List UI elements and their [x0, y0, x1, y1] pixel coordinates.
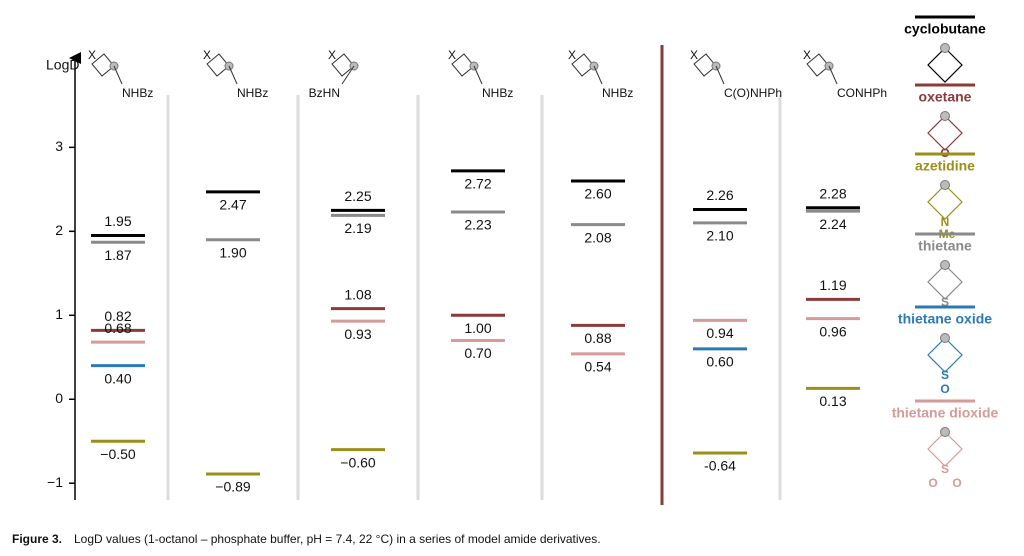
- legend-ring-atom: N: [941, 215, 950, 229]
- value-label: 2.19: [344, 220, 371, 236]
- structure-bond: [715, 65, 725, 85]
- legend-ring: [927, 264, 963, 300]
- value-label: 2.10: [706, 228, 733, 244]
- value-label: 2.25: [344, 188, 371, 204]
- legend-atom: [940, 427, 950, 437]
- value-label: 0.54: [584, 359, 611, 375]
- structure-group: C(O)NHPh: [724, 86, 782, 100]
- value-label: −0.89: [215, 479, 251, 495]
- legend-label: thietane dioxide: [892, 405, 999, 421]
- value-label: 2.72: [464, 176, 491, 192]
- structure-group: NHBz: [122, 86, 153, 100]
- legend-atom: [940, 333, 950, 343]
- value-label: 2.08: [584, 229, 611, 245]
- value-label: -0.64: [704, 458, 736, 474]
- value-label: 0.96: [819, 323, 846, 339]
- y-tick-label: −1: [47, 474, 63, 490]
- structure-group: CONHPh: [837, 86, 887, 100]
- structure-x: X: [328, 48, 336, 62]
- structure-group: NHBz: [602, 86, 633, 100]
- legend-ring: [927, 115, 963, 151]
- value-label: 2.47: [219, 197, 246, 213]
- value-label: 0.94: [706, 325, 733, 341]
- legend-ring: [927, 47, 963, 83]
- structure-x: X: [88, 48, 96, 62]
- value-label: −0.50: [100, 446, 136, 462]
- structure-group: NHBz: [482, 86, 513, 100]
- legend-ring: [927, 337, 963, 373]
- legend-atom: [940, 111, 950, 121]
- legend-ring-atom: S: [941, 462, 949, 476]
- value-label: 1.19: [819, 277, 846, 293]
- y-axis-label: LogD: [46, 57, 79, 73]
- value-label: 1.08: [344, 286, 371, 302]
- legend-label: thietane oxide: [898, 311, 992, 327]
- value-label: 2.24: [819, 216, 846, 232]
- value-label: 1.00: [464, 320, 491, 336]
- legend-ring-atom: O: [928, 476, 937, 490]
- y-tick-label: 3: [55, 138, 63, 154]
- structure-x: X: [568, 48, 576, 62]
- legend-ring: [927, 184, 963, 220]
- value-label: 2.28: [819, 186, 846, 202]
- structure-group: BzHN: [309, 86, 340, 100]
- value-label: 2.26: [706, 187, 733, 203]
- y-tick-label: 1: [55, 306, 63, 322]
- legend-ring-atom: O: [952, 476, 961, 490]
- structure-x: X: [803, 48, 811, 62]
- legend-ring-atom: O: [940, 382, 949, 396]
- value-label: 0.70: [464, 345, 491, 361]
- value-label: 1.95: [104, 213, 131, 229]
- structure-bond: [341, 65, 355, 85]
- structure-bond: [113, 65, 123, 85]
- structure-x: X: [203, 48, 211, 62]
- value-label: 0.60: [706, 354, 733, 370]
- legend-atom: [940, 43, 950, 53]
- value-label: 2.23: [464, 217, 491, 233]
- legend-ring-atom: S: [941, 368, 949, 382]
- legend-ring-atom: S: [941, 295, 949, 309]
- value-label: 1.87: [104, 247, 131, 263]
- structure-bond: [228, 65, 238, 85]
- legend-label: cyclobutane: [904, 21, 986, 37]
- y-tick-label: 0: [55, 390, 63, 406]
- value-label: 1.90: [219, 244, 246, 260]
- structure-bond: [593, 65, 603, 85]
- legend-atom: [940, 180, 950, 190]
- value-label: 0.88: [584, 330, 611, 346]
- caption-label: Figure 3.: [12, 532, 62, 546]
- value-label: 0.93: [344, 326, 371, 342]
- structure-bond: [828, 65, 838, 85]
- legend-label: azetidine: [915, 158, 975, 174]
- caption: LogD values (1-octanol – phosphate buffe…: [74, 532, 601, 546]
- legend-label: thietane: [918, 238, 972, 254]
- value-label: 0.40: [104, 370, 131, 386]
- value-label: 0.13: [819, 393, 846, 409]
- legend-label: oxetane: [919, 89, 972, 105]
- structure-x: X: [690, 48, 698, 62]
- value-label: −0.60: [340, 454, 376, 470]
- structure-bond: [473, 65, 483, 85]
- value-label: 0.68: [104, 320, 131, 336]
- structure-group: NHBz: [237, 86, 268, 100]
- structure-x: X: [448, 48, 456, 62]
- value-label: 0.82: [104, 308, 131, 324]
- legend-ring: [927, 431, 963, 467]
- legend-atom: [940, 260, 950, 270]
- y-tick-label: 2: [55, 222, 63, 238]
- value-label: 2.60: [584, 186, 611, 202]
